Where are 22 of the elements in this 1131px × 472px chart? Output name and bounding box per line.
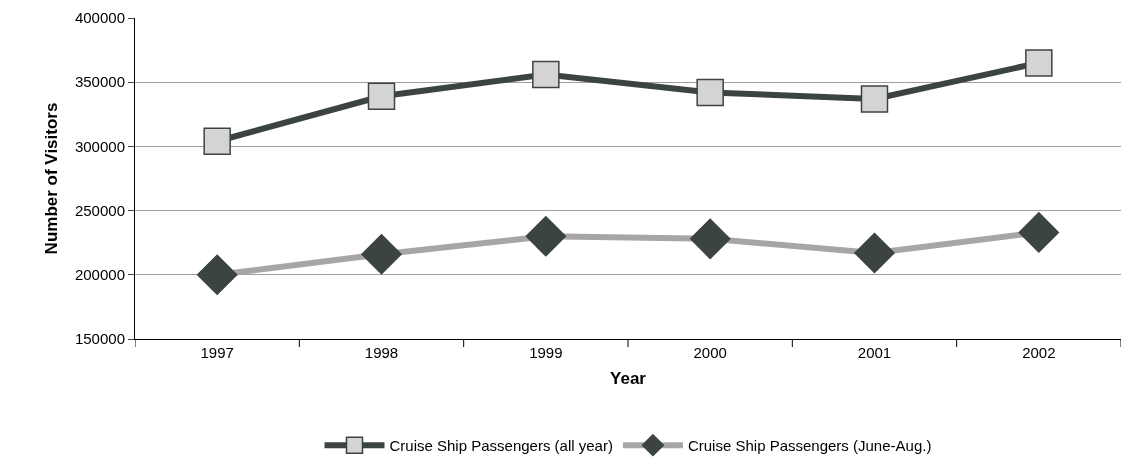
y-tick-label: 300000 xyxy=(74,137,125,155)
point xyxy=(696,78,724,107)
x-tick-label: 2002 xyxy=(1022,344,1056,361)
point xyxy=(532,60,560,89)
y-tick-label: 250000 xyxy=(74,201,125,219)
x-tick-label: 1999 xyxy=(529,344,563,361)
x-tick-label: 1997 xyxy=(200,344,234,361)
x-tick-label: 2001 xyxy=(857,344,892,361)
point xyxy=(367,82,396,111)
y-tick-label: 150000 xyxy=(74,330,125,348)
x-axis-title: Year xyxy=(610,369,647,389)
y-axis-title: Number of Visitors xyxy=(42,102,62,255)
point xyxy=(1025,49,1053,77)
point xyxy=(860,85,889,113)
y-tick-label: 200000 xyxy=(74,266,125,284)
legend-label: Cruise Ship Passengers (all year) xyxy=(389,436,613,454)
y-tick-label: 400000 xyxy=(74,9,125,27)
point xyxy=(203,127,231,156)
y-tick-label: 350000 xyxy=(74,73,125,91)
x-tick-label: 1998 xyxy=(364,344,399,361)
x-tick-label: 2000 xyxy=(693,344,727,361)
legend-label: Cruise Ship Passengers (June-Aug.) xyxy=(687,436,932,454)
